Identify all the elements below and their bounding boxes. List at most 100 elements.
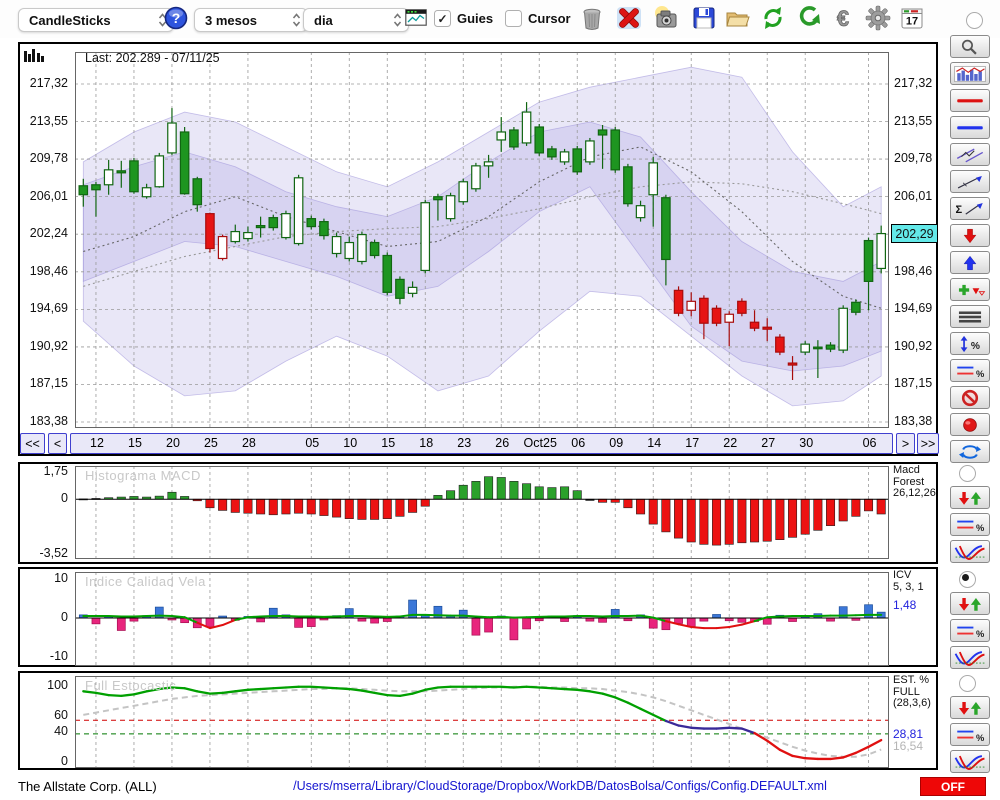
trendline-tool-button[interactable] bbox=[950, 170, 990, 193]
price-tick-left: 217,32 bbox=[29, 75, 68, 90]
nav-last-button[interactable]: >> bbox=[917, 433, 939, 454]
disable-tool-button[interactable] bbox=[950, 386, 990, 409]
macd-radio[interactable] bbox=[959, 465, 976, 482]
currency-button[interactable]: € bbox=[829, 5, 856, 32]
main-price-plot[interactable] bbox=[75, 52, 889, 428]
price-tick-left: 183,38 bbox=[29, 414, 68, 429]
stoch-radio[interactable] bbox=[959, 675, 976, 692]
red-hline-tool-button[interactable] bbox=[950, 89, 990, 112]
checkbox-checked: ✓ bbox=[434, 10, 451, 27]
calendar-button[interactable]: 17 bbox=[898, 5, 925, 32]
date-tick: 06 bbox=[862, 436, 877, 450]
stoch-wave-button[interactable] bbox=[950, 750, 990, 773]
macd-max-label: 1,75 bbox=[43, 464, 68, 478]
company-name: The Allstate Corp. (ALL) bbox=[18, 779, 157, 794]
trash-icon bbox=[583, 8, 600, 30]
compare-percent-tool-button[interactable]: % bbox=[950, 359, 990, 382]
settings-button[interactable] bbox=[864, 5, 891, 32]
chart-window-button[interactable] bbox=[404, 9, 428, 29]
histogram-chart-icon bbox=[954, 65, 986, 82]
macd-plot[interactable] bbox=[75, 466, 889, 559]
oscillator-wave-icon bbox=[954, 754, 985, 770]
levels-tool-button[interactable] bbox=[950, 305, 990, 328]
help-icon: ? bbox=[164, 6, 188, 30]
svg-text:Σ: Σ bbox=[956, 204, 963, 216]
swap-refresh-tool-button[interactable] bbox=[950, 440, 990, 463]
icv-min-label: -10 bbox=[49, 649, 68, 663]
date-tick: 22 bbox=[723, 436, 738, 450]
undo-button[interactable] bbox=[794, 5, 821, 32]
record-tool-button[interactable] bbox=[950, 413, 990, 436]
sell-arrow-tool-button[interactable] bbox=[950, 224, 990, 247]
chart-type-select[interactable]: CandleSticks bbox=[18, 8, 174, 32]
cursor-checkbox[interactable]: Cursor bbox=[505, 10, 571, 27]
main-chart-radio[interactable] bbox=[966, 12, 983, 29]
mini-chart-window-icon bbox=[405, 9, 427, 26]
delete-button[interactable] bbox=[578, 5, 605, 32]
date-axis: 12 15 20 25 28 05 10 15 18 23 26 Oct25 06 09 14 17 22 27 3… bbox=[70, 433, 893, 454]
svg-text:%: % bbox=[976, 732, 985, 742]
icv-radio-selected[interactable] bbox=[959, 571, 976, 588]
swap-arrows-icon bbox=[958, 444, 982, 459]
indicator-chart-tool-button[interactable] bbox=[950, 62, 990, 85]
open-folder-icon bbox=[725, 12, 750, 27]
period-value: 3 mesos bbox=[205, 12, 258, 28]
measure-percent-tool-button[interactable]: % bbox=[950, 332, 990, 355]
price-tick-left: 194,69 bbox=[29, 301, 68, 316]
checkbox-unchecked bbox=[505, 10, 522, 27]
sigma-trendline-icon: Σ bbox=[956, 202, 983, 216]
date-tick: 06 bbox=[571, 436, 586, 450]
interval-value: dia bbox=[314, 12, 333, 28]
open-button[interactable] bbox=[724, 5, 751, 32]
date-tick: 09 bbox=[609, 436, 624, 450]
stochastic-plot[interactable] bbox=[75, 676, 889, 768]
period-select[interactable]: 3 mesos bbox=[194, 8, 308, 32]
prohibition-icon bbox=[961, 389, 979, 406]
undo-arrow-icon bbox=[799, 6, 820, 26]
price-tick-right: 198,46 bbox=[894, 263, 933, 278]
svg-text:%: % bbox=[976, 522, 985, 532]
stoch-arrows-button[interactable] bbox=[950, 696, 990, 719]
guies-checkbox[interactable]: ✓ Guies bbox=[434, 10, 493, 27]
vertical-measure-icon: % bbox=[960, 335, 980, 352]
svg-text:%: % bbox=[976, 368, 985, 378]
macd-params-label: Macd Forest 26,12,26 bbox=[893, 464, 936, 499]
date-tick: 28 bbox=[241, 436, 256, 450]
save-button[interactable] bbox=[690, 5, 717, 32]
chart-type-value: CandleSticks bbox=[29, 12, 111, 28]
add-marker-tool-button[interactable] bbox=[950, 278, 990, 301]
nav-prev-button[interactable]: < bbox=[48, 433, 67, 454]
buy-arrow-tool-button[interactable] bbox=[950, 251, 990, 274]
off-toggle-button[interactable]: OFF bbox=[920, 777, 986, 796]
stoch-percent-button[interactable]: % bbox=[950, 723, 990, 746]
icv-percent-button[interactable]: % bbox=[950, 619, 990, 642]
refresh-button[interactable] bbox=[759, 5, 786, 32]
delete-all-button[interactable] bbox=[615, 5, 642, 32]
icv-wave-button[interactable] bbox=[950, 646, 990, 669]
icv-max-label: 10 bbox=[54, 571, 68, 585]
macd-watermark: Histograma MACD bbox=[85, 468, 201, 483]
nav-first-button[interactable]: << bbox=[20, 433, 45, 454]
price-tick-left: 190,92 bbox=[29, 338, 68, 353]
interval-select[interactable]: dia bbox=[303, 8, 409, 32]
svg-text:%: % bbox=[971, 341, 980, 352]
sum-trendline-tool-button[interactable]: Σ bbox=[950, 197, 990, 220]
zoom-tool-button[interactable] bbox=[950, 35, 990, 58]
date-tick: 15 bbox=[381, 436, 396, 450]
icv-arrows-button[interactable] bbox=[950, 592, 990, 615]
macd-wave-button[interactable] bbox=[950, 540, 990, 563]
price-tick-right: 190,92 bbox=[894, 338, 933, 353]
stoch-40-label: 40 bbox=[54, 724, 68, 738]
snapshot-button[interactable] bbox=[652, 5, 679, 32]
macd-percent-button[interactable]: % bbox=[950, 513, 990, 536]
blue-hline-tool-button[interactable] bbox=[950, 116, 990, 139]
price-tick-right: 206,01 bbox=[894, 188, 933, 203]
macd-arrows-button[interactable] bbox=[950, 486, 990, 509]
price-tick-right: 213,55 bbox=[894, 113, 933, 128]
channel-tool-button[interactable] bbox=[950, 143, 990, 166]
date-tick: 17 bbox=[685, 436, 700, 450]
icv-plot[interactable] bbox=[75, 572, 889, 666]
stepper-arrows-icon bbox=[158, 13, 167, 27]
help-button[interactable]: ? bbox=[163, 6, 190, 33]
nav-next-button[interactable]: > bbox=[896, 433, 915, 454]
